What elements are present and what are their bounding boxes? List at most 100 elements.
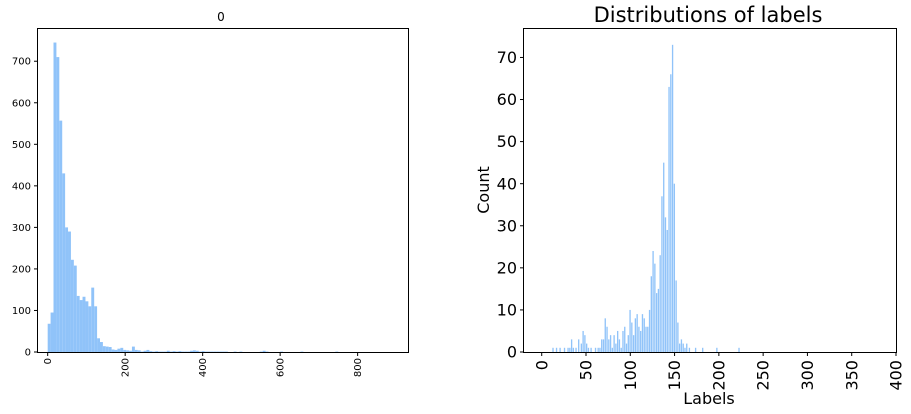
histogram-bar (643, 318, 645, 352)
histogram-bar (73, 265, 77, 352)
histogram-bar (602, 339, 605, 352)
histogram-bar (572, 347, 575, 352)
x-tick-label: 50 (577, 360, 596, 380)
histogram-bar (262, 350, 266, 352)
y-tick-label: 60 (497, 90, 517, 109)
x-tick-label: 800 (353, 358, 364, 377)
histogram-right-bars (552, 44, 740, 353)
histogram-bar (111, 349, 115, 352)
histogram-bar (694, 347, 697, 352)
histogram-bar (166, 350, 170, 352)
histogram-bar (146, 349, 150, 352)
histogram-bar (655, 293, 658, 352)
histogram-bar (192, 350, 196, 352)
histogram-bar (670, 74, 672, 353)
chart-right-x-ticks: 0 50 100 150 200 250 300 350 400 (532, 352, 906, 391)
histogram-bar (636, 314, 638, 352)
histogram-bar (134, 349, 138, 352)
x-tick-label: 0 (43, 358, 54, 364)
y-tick-label: 70 (497, 48, 517, 67)
histogram-bar (645, 326, 647, 352)
histogram-bar (91, 287, 95, 352)
y-tick-label: 20 (497, 258, 517, 277)
histogram-right: Distributions of labels 010203040506070 … (474, 3, 906, 408)
y-tick-label: 500 (12, 140, 31, 151)
chart-right-xlabel: Labels (683, 389, 735, 408)
histogram-bar (624, 326, 626, 352)
histogram-bar (582, 330, 584, 352)
histogram-bar (555, 347, 558, 352)
histogram-bar (608, 339, 610, 352)
histogram-bar (638, 326, 640, 352)
histogram-bar (606, 326, 608, 352)
y-tick-label: 30 (497, 216, 517, 235)
x-tick-label: 0 (532, 360, 551, 370)
y-tick-label: 0 (507, 343, 517, 362)
x-tick-label: 250 (754, 360, 773, 391)
histogram-bar (108, 347, 112, 352)
histogram-bar (618, 339, 621, 352)
histogram-bar (79, 300, 83, 352)
histogram-bar (625, 343, 628, 352)
histogram-bar (70, 259, 74, 352)
histogram-bar (59, 120, 63, 352)
histogram-bar (586, 343, 588, 352)
y-tick-label: 300 (12, 223, 31, 234)
histogram-bar (673, 183, 676, 352)
histogram-bar (617, 330, 619, 352)
x-tick-label: 300 (798, 360, 817, 391)
histogram-bar (114, 349, 118, 352)
histogram-left-bars (47, 42, 339, 353)
histogram-bar (117, 348, 121, 352)
histogram-bar (627, 335, 629, 352)
histogram-bar (50, 312, 54, 352)
x-tick-label: 350 (842, 360, 861, 391)
histogram-bar (99, 342, 103, 352)
histogram-bar (97, 338, 100, 352)
chart-left-title: 0 (217, 10, 225, 24)
histogram-bar (137, 350, 141, 352)
y-tick-label: 700 (12, 57, 31, 68)
y-tick-label: 50 (497, 132, 517, 151)
histogram-bar (178, 351, 182, 352)
histogram-bar (65, 227, 69, 352)
histogram-bar (601, 339, 603, 352)
histogram-bar (629, 309, 631, 352)
histogram-bar (604, 318, 606, 352)
histogram-bar (675, 280, 677, 352)
histogram-bar (76, 295, 80, 352)
histogram-bar (597, 347, 599, 352)
histogram-bar (575, 347, 577, 352)
histogram-bar (599, 347, 601, 352)
x-tick-label: 150 (665, 360, 684, 391)
x-tick-label: 600 (276, 358, 287, 377)
histogram-bar (657, 288, 660, 352)
x-tick-label: 100 (621, 360, 640, 391)
histogram-bar (53, 42, 57, 353)
chart-left-y-ticks: 0 100 200 300 400 500 600 700 (12, 57, 38, 359)
y-tick-label: 600 (12, 98, 31, 109)
histogram-bar (648, 309, 651, 352)
y-tick-label: 0 (25, 348, 31, 359)
histogram-bar (631, 322, 633, 352)
chart-left-x-ticks: 0 200 400 600 800 (43, 352, 364, 377)
histogram-bar (594, 347, 597, 352)
x-tick-label: 400 (887, 360, 906, 391)
histogram-bar (641, 314, 644, 352)
histogram-bar (620, 347, 622, 352)
histogram-bar (686, 343, 688, 352)
histogram-bar (56, 57, 60, 352)
y-tick-label: 100 (12, 306, 31, 317)
histogram-bar (609, 335, 612, 352)
histogram-bar (195, 350, 199, 352)
histogram-bar (659, 255, 661, 352)
histogram-bar (569, 347, 571, 352)
histogram-bar (126, 350, 130, 352)
histogram-bar (580, 343, 583, 352)
chart-right-ylabel: Count (474, 166, 493, 214)
histogram-bar (123, 349, 127, 352)
histogram-bar (68, 231, 71, 352)
chart-left-frame (37, 28, 409, 353)
histogram-bar (567, 347, 569, 352)
histogram-bar (105, 346, 109, 352)
